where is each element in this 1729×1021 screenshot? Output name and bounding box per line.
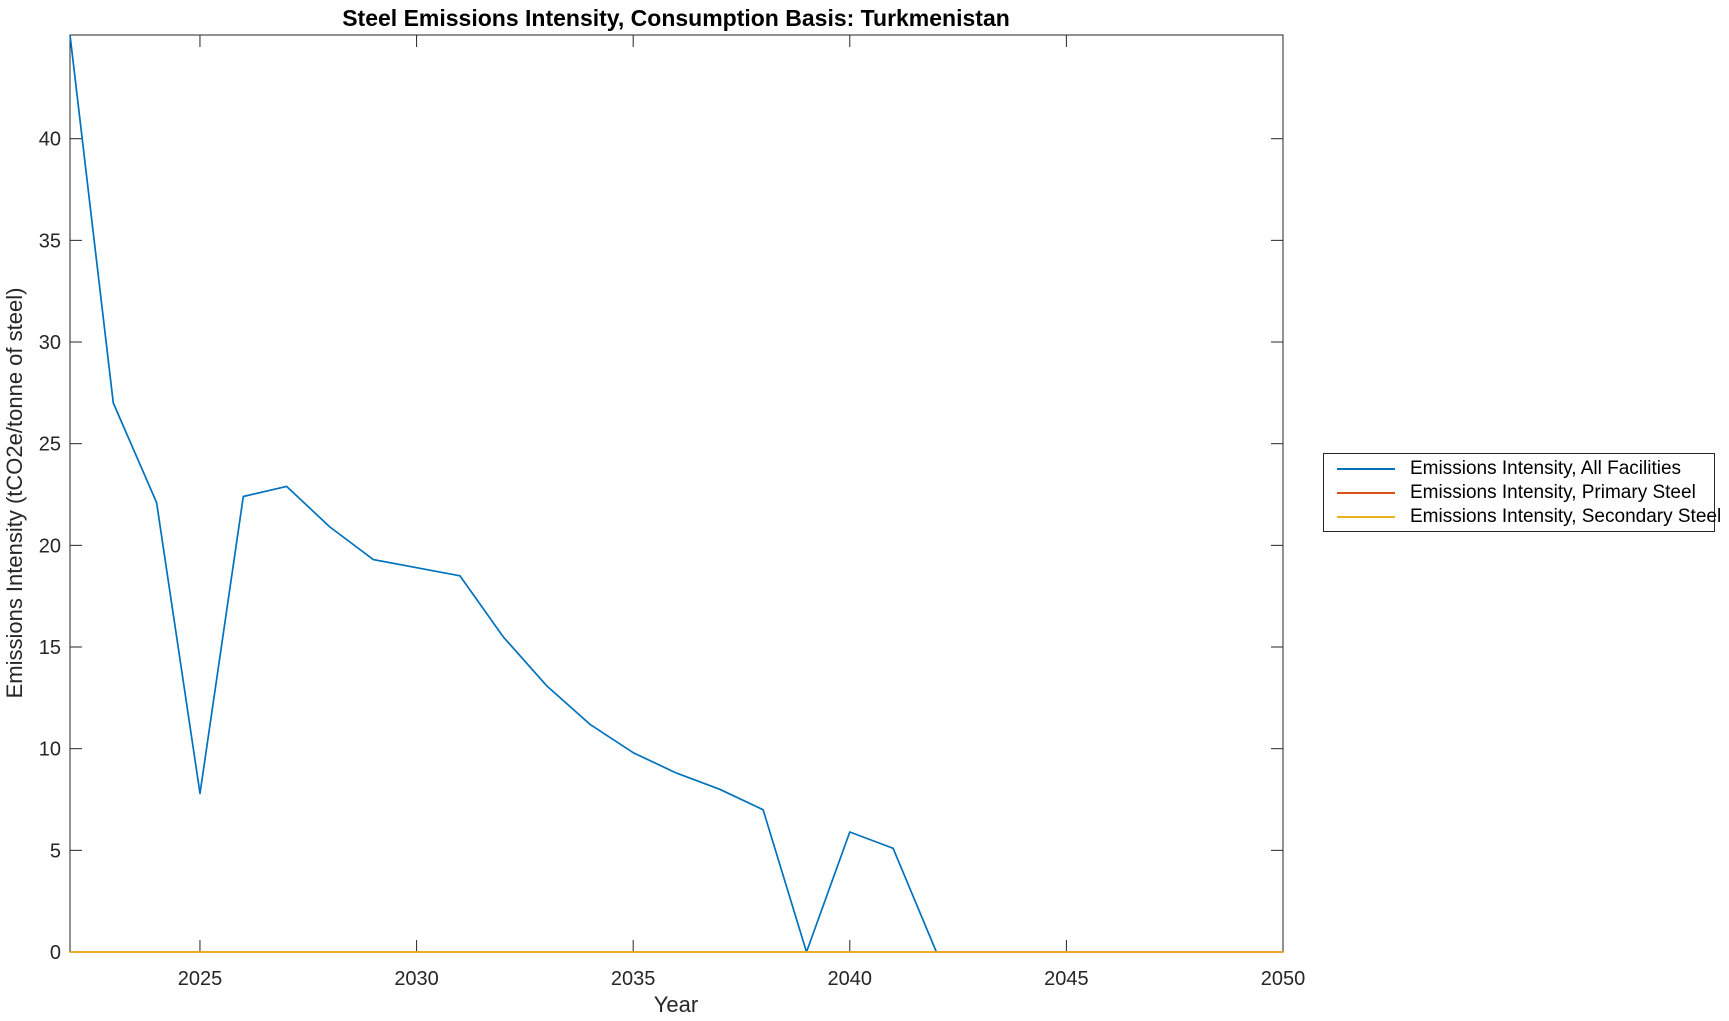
y-tick-label: 25: [39, 434, 61, 456]
x-tick-label: 2050: [1261, 968, 1306, 990]
x-tick-label: 2035: [611, 968, 656, 990]
y-tick-label: 15: [39, 637, 61, 659]
x-axis-label: Year: [654, 992, 698, 1017]
y-tick-label: 10: [39, 739, 61, 761]
chart-title: Steel Emissions Intensity, Consumption B…: [342, 5, 1010, 31]
y-tick-label: 5: [50, 840, 61, 862]
legend-line-swatch-secondary-steel: [1337, 515, 1395, 518]
legend-label: Emissions Intensity, Secondary Steel: [1410, 505, 1722, 527]
x-tick-label: 2045: [1044, 968, 1089, 990]
legend-item-primary-steel: Emissions Intensity, Primary Steel: [1324, 481, 1714, 505]
y-tick-label: 35: [39, 230, 61, 252]
x-tick-label: 2025: [178, 968, 223, 990]
x-tick-label: 2030: [394, 968, 439, 990]
series-line-0: [69, 34, 1283, 953]
axis-box: [69, 34, 1284, 953]
y-tick-label: 0: [50, 942, 61, 964]
legend-label: Emissions Intensity, Primary Steel: [1410, 481, 1696, 503]
legend-box: Emissions Intensity, All Facilities Emis…: [1323, 453, 1721, 532]
legend-item-secondary-steel: Emissions Intensity, Secondary Steel: [1324, 505, 1721, 529]
legend-line-swatch-all-facilities: [1337, 467, 1395, 470]
legend-item-all-facilities: Emissions Intensity, All Facilities: [1324, 457, 1714, 481]
legend-label: Emissions Intensity, All Facilities: [1410, 457, 1682, 479]
y-tick-label: 40: [39, 129, 61, 151]
y-tick-label: 20: [39, 535, 61, 557]
y-tick-label: 30: [39, 332, 61, 354]
y-axis-label: Emissions Intensity (tCO2e/tonne of stee…: [2, 288, 27, 699]
x-tick-label: 2040: [828, 968, 873, 990]
legend-line-swatch-primary-steel: [1337, 491, 1395, 494]
